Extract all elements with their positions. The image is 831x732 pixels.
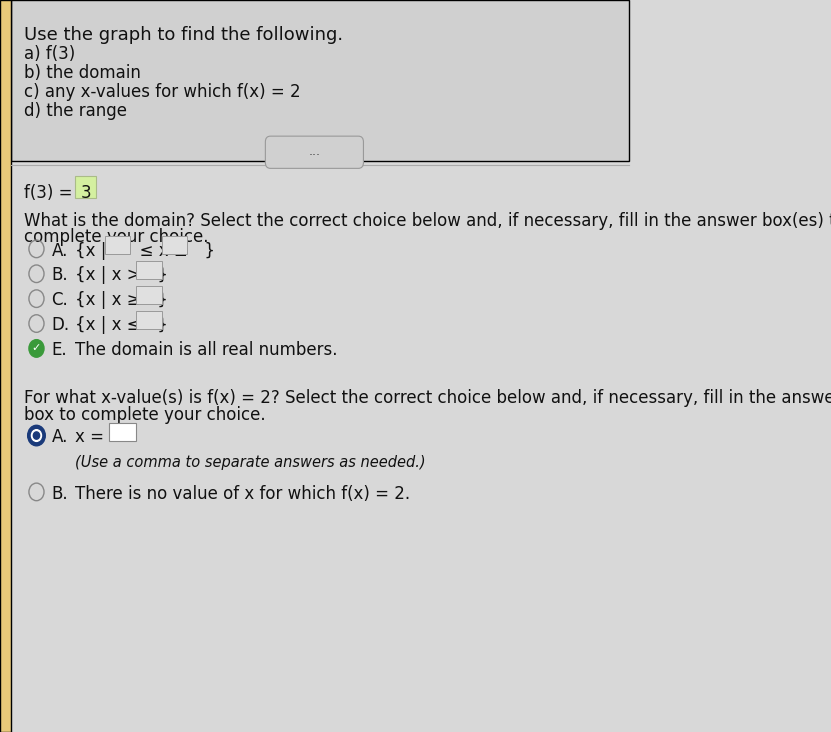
Text: {x | x ≤ }: {x | x ≤ } bbox=[76, 316, 169, 335]
Text: ✓: ✓ bbox=[32, 343, 42, 354]
Circle shape bbox=[29, 340, 44, 357]
Text: For what x-value(s) is f(x) = 2? Select the correct choice below and, if necessa: For what x-value(s) is f(x) = 2? Select … bbox=[24, 389, 831, 408]
FancyBboxPatch shape bbox=[12, 0, 629, 161]
Text: d) the range: d) the range bbox=[24, 102, 127, 121]
Text: b) the domain: b) the domain bbox=[24, 64, 140, 83]
FancyBboxPatch shape bbox=[105, 236, 130, 254]
Circle shape bbox=[27, 425, 45, 446]
Text: f(3) =: f(3) = bbox=[24, 184, 77, 203]
Text: a) f(3): a) f(3) bbox=[24, 45, 75, 64]
Circle shape bbox=[33, 432, 40, 439]
FancyBboxPatch shape bbox=[76, 176, 96, 198]
Text: A.: A. bbox=[52, 242, 68, 260]
Text: What is the domain? Select the correct choice below and, if necessary, fill in t: What is the domain? Select the correct c… bbox=[24, 212, 831, 231]
Text: Use the graph to find the following.: Use the graph to find the following. bbox=[24, 26, 343, 44]
Text: C.: C. bbox=[52, 291, 68, 310]
Text: (Use a comma to separate answers as needed.): (Use a comma to separate answers as need… bbox=[76, 455, 426, 469]
Text: x =: x = bbox=[76, 428, 110, 447]
Text: {x |  ≤ x ≤ }: {x | ≤ x ≤ } bbox=[76, 242, 215, 260]
FancyBboxPatch shape bbox=[136, 286, 161, 304]
Text: A.: A. bbox=[52, 428, 68, 447]
Text: 3: 3 bbox=[81, 184, 91, 203]
FancyBboxPatch shape bbox=[136, 311, 161, 329]
FancyBboxPatch shape bbox=[0, 0, 12, 732]
Text: D.: D. bbox=[52, 316, 70, 335]
Text: {x | x > }: {x | x > } bbox=[76, 266, 169, 285]
Text: complete your choice.: complete your choice. bbox=[24, 228, 209, 247]
FancyBboxPatch shape bbox=[161, 236, 187, 254]
Text: The domain is all real numbers.: The domain is all real numbers. bbox=[76, 341, 338, 359]
Text: There is no value of x for which f(x) = 2.: There is no value of x for which f(x) = … bbox=[76, 485, 411, 503]
FancyBboxPatch shape bbox=[110, 423, 135, 441]
Circle shape bbox=[32, 430, 42, 441]
FancyBboxPatch shape bbox=[136, 261, 161, 279]
Text: c) any x-values for which f(x) = 2: c) any x-values for which f(x) = 2 bbox=[24, 83, 301, 102]
Text: ...: ... bbox=[308, 145, 321, 158]
Text: E.: E. bbox=[52, 341, 67, 359]
Text: box to complete your choice.: box to complete your choice. bbox=[24, 406, 266, 424]
FancyBboxPatch shape bbox=[265, 136, 363, 168]
Text: B.: B. bbox=[52, 266, 68, 285]
Text: {x | x ≥ }: {x | x ≥ } bbox=[76, 291, 169, 310]
Text: B.: B. bbox=[52, 485, 68, 503]
